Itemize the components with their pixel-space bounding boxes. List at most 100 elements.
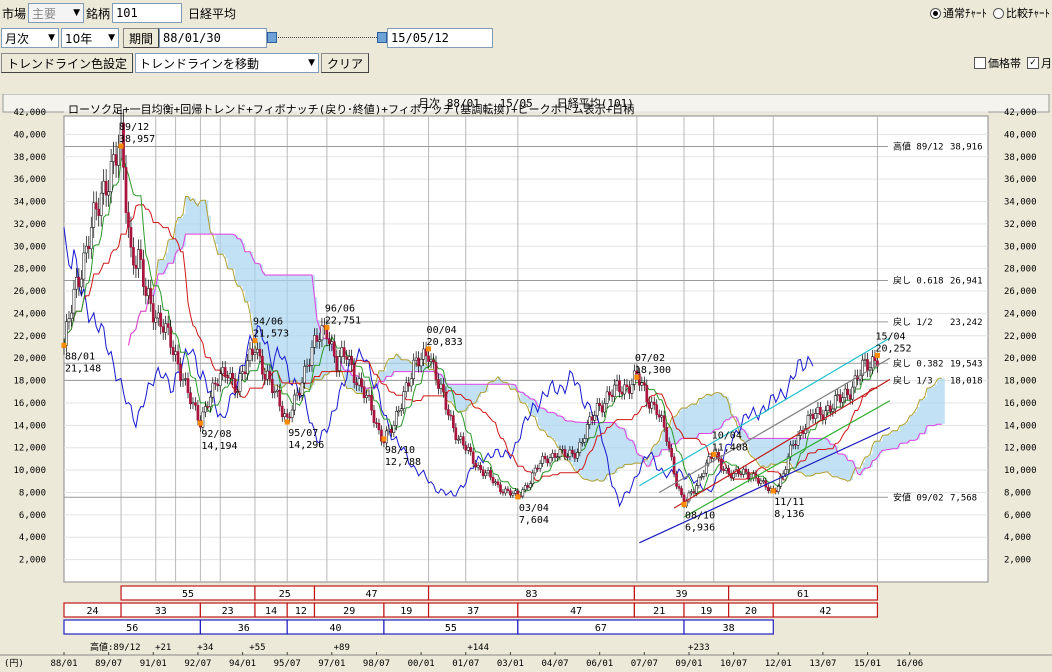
y-tick-label-left: 28,000 [13, 265, 46, 275]
peak-value-label: 12,788 [385, 457, 421, 468]
candle [811, 413, 815, 419]
x-tick-label: 92/07 [184, 659, 211, 669]
code-input[interactable]: 101 [112, 3, 183, 23]
candle [258, 349, 262, 357]
candle [476, 465, 480, 468]
candle [342, 347, 346, 357]
candle [566, 456, 569, 458]
peak-value-label: 14,296 [288, 440, 324, 451]
trendline-mode-value: トレンドラインを移動 [139, 56, 260, 71]
x-tick-label: 06/01 [586, 659, 613, 669]
candle [437, 379, 440, 389]
chart-area[interactable]: 月次 88/01 - 15/05 日経平均(101) 2,000 2,000 4,000… [0, 93, 1052, 669]
candle [375, 422, 378, 424]
span-select[interactable]: 10年 ▼ [61, 28, 119, 48]
peak-date-label: 00/04 [427, 325, 457, 336]
radio-normal-chart[interactable]: 通常ﾁｬｰﾄ [930, 5, 987, 21]
candle [647, 401, 651, 409]
y-tick-label-left: 12,000 [13, 444, 46, 454]
x-tick-label: 91/01 [140, 659, 167, 669]
candle [474, 463, 478, 468]
candle [112, 154, 115, 162]
span-value: 10年 [65, 31, 93, 46]
start-date-input[interactable]: 88/01/30 [159, 28, 268, 48]
period-button[interactable]: 期間 [123, 28, 160, 48]
candle [161, 326, 165, 333]
candle [248, 348, 252, 361]
candle [310, 347, 314, 366]
x-tick-label: 89/07 [95, 659, 122, 669]
regression-line-mid [673, 378, 891, 509]
candle [216, 383, 220, 387]
day-count-row2-count: 29 [343, 606, 355, 617]
candle [117, 147, 120, 166]
candle [194, 402, 197, 406]
end-date-input[interactable]: 15/05/12 [387, 28, 494, 48]
peak-value-label: 7,604 [519, 515, 549, 526]
candle [221, 367, 225, 375]
candle [680, 488, 683, 496]
candle [824, 410, 827, 420]
trendline-mode-select[interactable]: トレンドラインを移動 ▼ [135, 53, 320, 73]
slider-start-handle[interactable] [267, 32, 278, 43]
peak-marker [515, 494, 521, 500]
candle [196, 405, 200, 421]
candle [134, 264, 138, 269]
market-select[interactable]: 主要 ▼ [28, 3, 85, 23]
candle [97, 208, 101, 216]
candle [514, 490, 517, 494]
y-tick-label-left: 38,000 [13, 153, 46, 163]
ichimoku-cloud [128, 196, 945, 482]
candle [355, 382, 358, 386]
candle [744, 468, 748, 473]
stock-name: 日経平均 [188, 6, 237, 21]
candle [330, 341, 334, 345]
candle [394, 411, 398, 426]
day-count-row2-count: 21 [653, 606, 665, 617]
y-tick-label-right: 16,000 [1004, 399, 1037, 409]
x-tick-label: 13/07 [809, 659, 836, 669]
peak-date-label: 94/06 [253, 317, 283, 328]
period-type-select[interactable]: 月次 ▼ [1, 28, 59, 48]
y-tick-label-right: 8,000 [1004, 488, 1031, 498]
candle [402, 391, 406, 409]
candle [362, 386, 366, 399]
candle [370, 395, 373, 411]
toolbar-row-3: トレンドライン色設定 トレンドラインを移動 ▼ クリア 価格帯 ✓ 月 [0, 52, 1052, 74]
candle [819, 407, 822, 415]
candle [523, 485, 527, 490]
date-range-slider[interactable] [267, 28, 388, 48]
y-tick-label-right: 18,000 [1004, 377, 1037, 387]
day-count-row1-count: 39 [675, 589, 687, 600]
candle [171, 347, 175, 355]
day-count-row1-count: 55 [182, 589, 194, 600]
candle [543, 455, 547, 460]
slider-end-handle[interactable] [377, 32, 388, 43]
candle [174, 351, 177, 355]
radio-compare-chart[interactable]: 比較ﾁｬｰﾄ [993, 5, 1050, 21]
candle [154, 317, 158, 323]
candle [546, 458, 549, 464]
price-band-checkbox[interactable]: 価格帯 [974, 55, 1021, 71]
peak-marker [711, 451, 717, 457]
y-tick-label-right: 14,000 [1004, 421, 1037, 431]
peak-date-label: 88/01 [65, 351, 95, 362]
candle [243, 371, 247, 375]
x-tick-label: 00/01 [408, 659, 435, 669]
candle [89, 227, 93, 250]
peak-value-label: 21,148 [65, 363, 101, 374]
candle [397, 410, 401, 413]
trendline-color-button[interactable]: トレンドライン色設定 [1, 53, 134, 73]
candle [588, 416, 592, 425]
monthly-checkbox[interactable]: ✓ 月 [1027, 55, 1052, 71]
candle [700, 476, 703, 478]
candle [132, 247, 135, 266]
clear-button[interactable]: クリア [321, 53, 370, 73]
candle [144, 286, 148, 296]
market-label: 市場 [2, 6, 27, 21]
candle [871, 356, 874, 369]
stock-chart[interactable]: 月次 88/01 - 15/05 日経平均(101) 2,000 2,000 4,000… [0, 93, 1052, 669]
candle [610, 394, 614, 397]
candle [390, 428, 393, 433]
candle [828, 405, 832, 412]
